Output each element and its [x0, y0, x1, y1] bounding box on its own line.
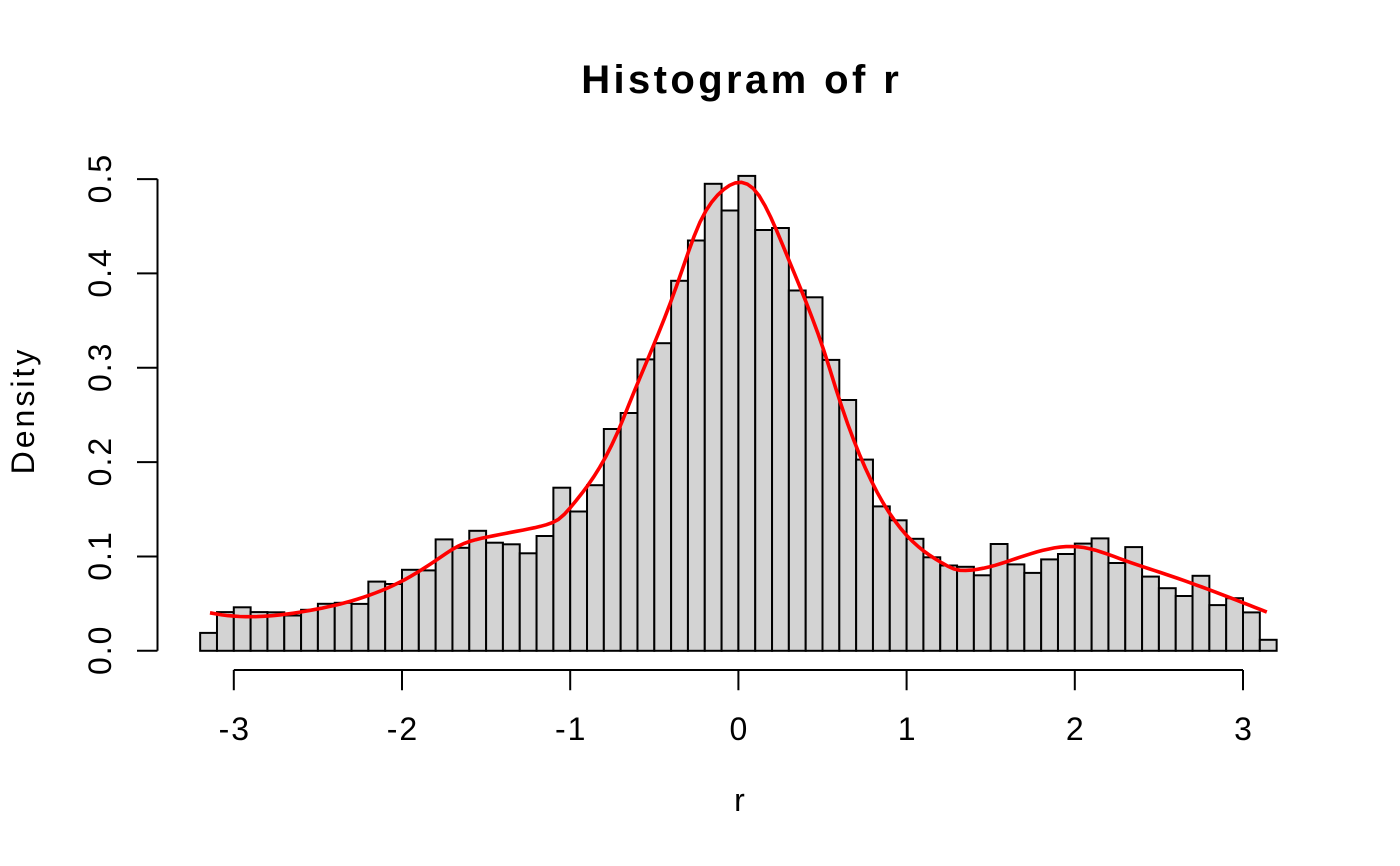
svg-text:3: 3: [1234, 711, 1252, 747]
svg-text:0.4: 0.4: [82, 247, 118, 297]
svg-text:Density: Density: [5, 347, 41, 475]
svg-text:r: r: [734, 782, 745, 818]
svg-text:0: 0: [730, 711, 748, 747]
svg-text:-1: -1: [555, 711, 587, 747]
svg-text:0.1: 0.1: [82, 530, 118, 580]
svg-text:-2: -2: [387, 711, 419, 747]
svg-text:0.2: 0.2: [82, 436, 118, 486]
svg-text:0.3: 0.3: [82, 342, 118, 392]
svg-text:Histogram of r: Histogram of r: [581, 58, 902, 102]
svg-text:2: 2: [1066, 711, 1084, 747]
svg-text:0.5: 0.5: [82, 153, 118, 203]
svg-text:-3: -3: [219, 711, 251, 747]
svg-text:1: 1: [898, 711, 916, 747]
svg-text:0.0: 0.0: [82, 625, 118, 675]
